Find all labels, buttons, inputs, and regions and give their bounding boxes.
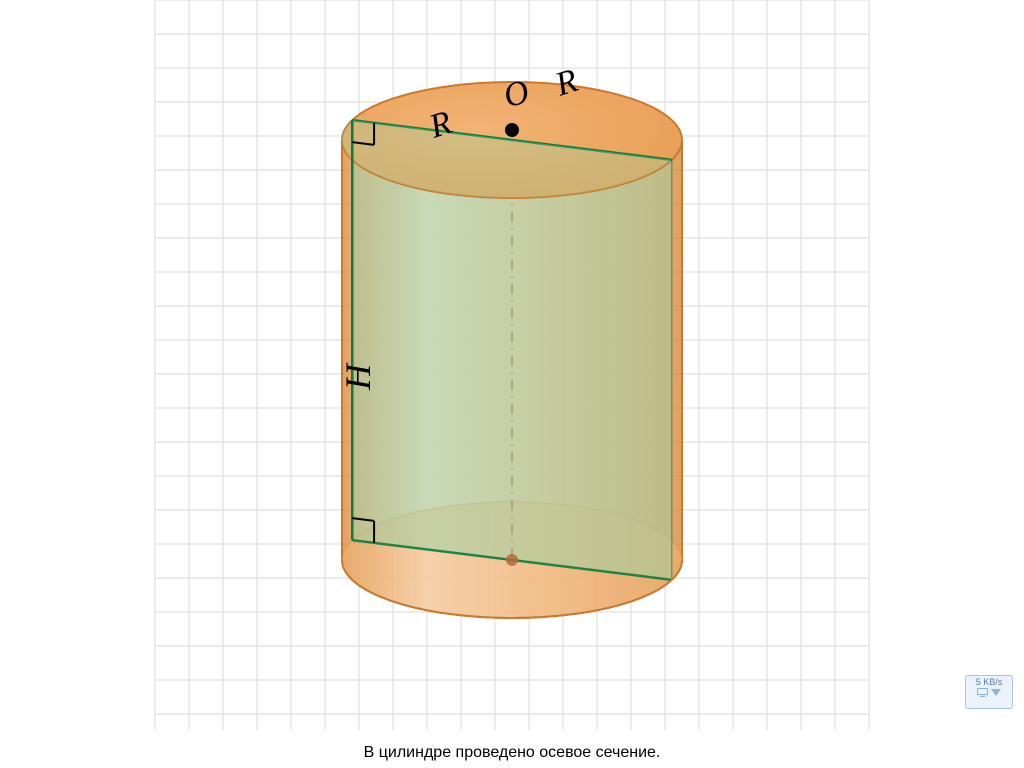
- network-speed-value: 5 KB/s: [976, 677, 1003, 687]
- center-top-point: [505, 123, 519, 137]
- diagram-svg: ORRH: [0, 0, 1024, 768]
- label-h: H: [338, 362, 378, 391]
- caption-text: В цилиндре проведено осевое сечение.: [0, 744, 1024, 762]
- diagram-stage: ORRH В цилиндре проведено осевое сечение…: [0, 0, 1024, 768]
- dropdown-icon: [991, 689, 1001, 696]
- center-bottom-point: [506, 554, 518, 566]
- cylinder-figure: [342, 82, 682, 618]
- computer-icon: [977, 688, 988, 697]
- network-speed-widget[interactable]: 5 KB/s: [965, 675, 1013, 709]
